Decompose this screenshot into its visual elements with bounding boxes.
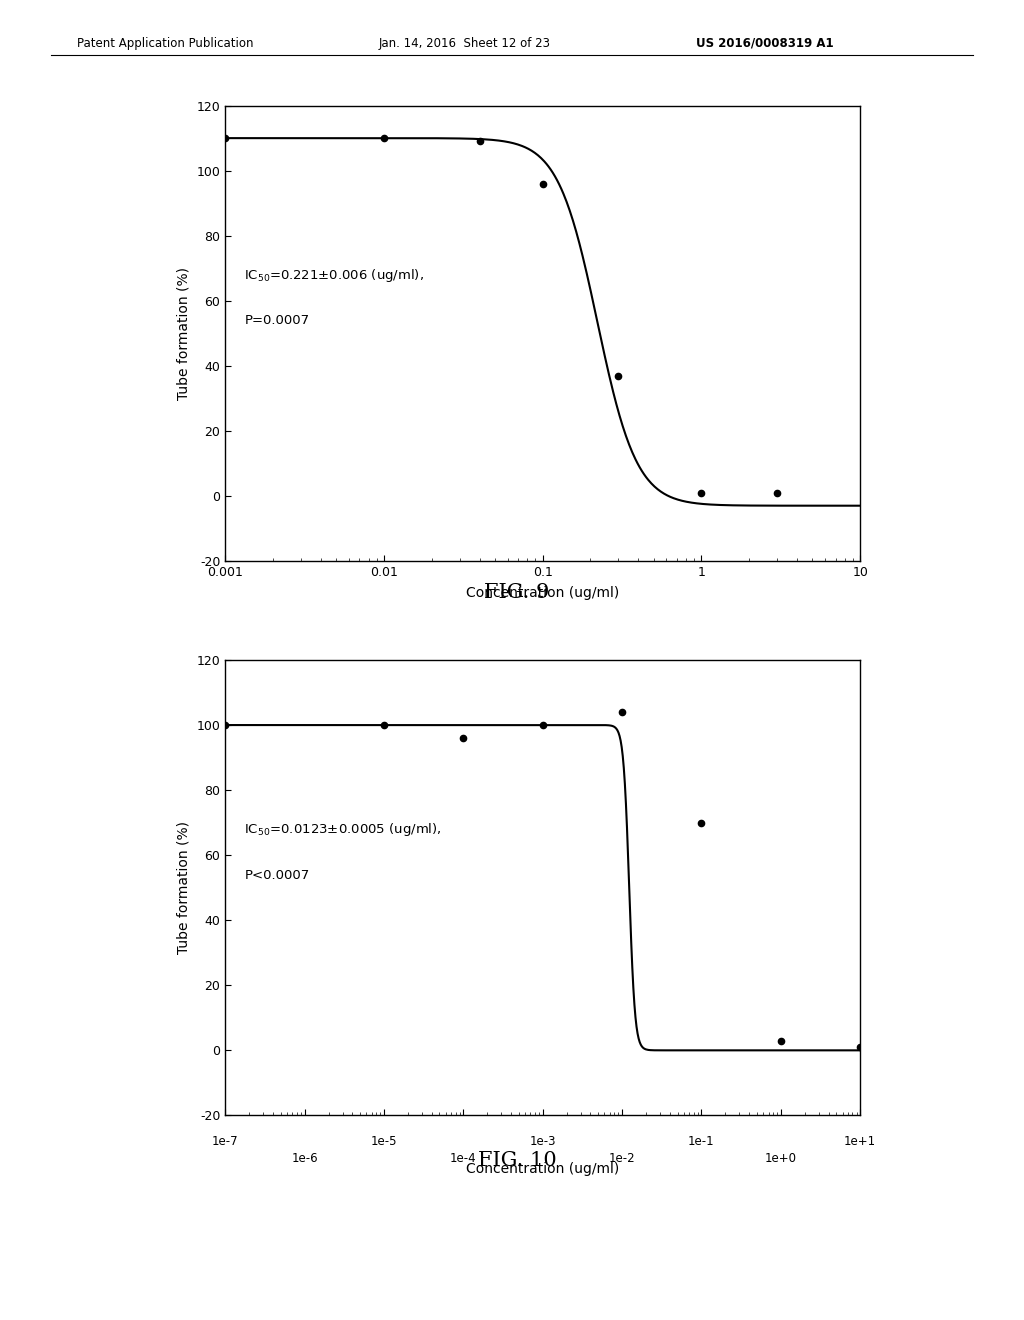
- Y-axis label: Tube formation (%): Tube formation (%): [177, 267, 191, 400]
- Text: 1e-6: 1e-6: [291, 1151, 318, 1164]
- Text: 1e-4: 1e-4: [450, 1151, 477, 1164]
- Text: 1e+0: 1e+0: [765, 1151, 797, 1164]
- Text: 1e+1: 1e+1: [844, 1135, 877, 1148]
- Text: US 2016/0008319 A1: US 2016/0008319 A1: [696, 37, 834, 50]
- Text: 1e-3: 1e-3: [529, 1135, 556, 1148]
- Text: IC$_{50}$=0.221±0.006 (ug/ml),: IC$_{50}$=0.221±0.006 (ug/ml),: [245, 267, 424, 284]
- Text: 1e-5: 1e-5: [371, 1135, 397, 1148]
- X-axis label: Concentration (ug/ml): Concentration (ug/ml): [466, 586, 620, 599]
- Y-axis label: Tube formation (%): Tube formation (%): [177, 821, 191, 954]
- Text: 1e-1: 1e-1: [688, 1135, 715, 1148]
- Text: Patent Application Publication: Patent Application Publication: [77, 37, 253, 50]
- X-axis label: Concentration (ug/ml): Concentration (ug/ml): [466, 1162, 620, 1176]
- Text: P=0.0007: P=0.0007: [245, 314, 309, 327]
- Text: 1e-7: 1e-7: [212, 1135, 239, 1148]
- Text: Jan. 14, 2016  Sheet 12 of 23: Jan. 14, 2016 Sheet 12 of 23: [379, 37, 551, 50]
- Text: P<0.0007: P<0.0007: [245, 869, 309, 882]
- Text: 1e-2: 1e-2: [608, 1151, 636, 1164]
- Text: IC$_{50}$=0.0123±0.0005 (ug/ml),: IC$_{50}$=0.0123±0.0005 (ug/ml),: [245, 821, 442, 838]
- Text: FIG. 10: FIG. 10: [478, 1151, 556, 1170]
- Text: FIG. 9: FIG. 9: [484, 583, 550, 602]
